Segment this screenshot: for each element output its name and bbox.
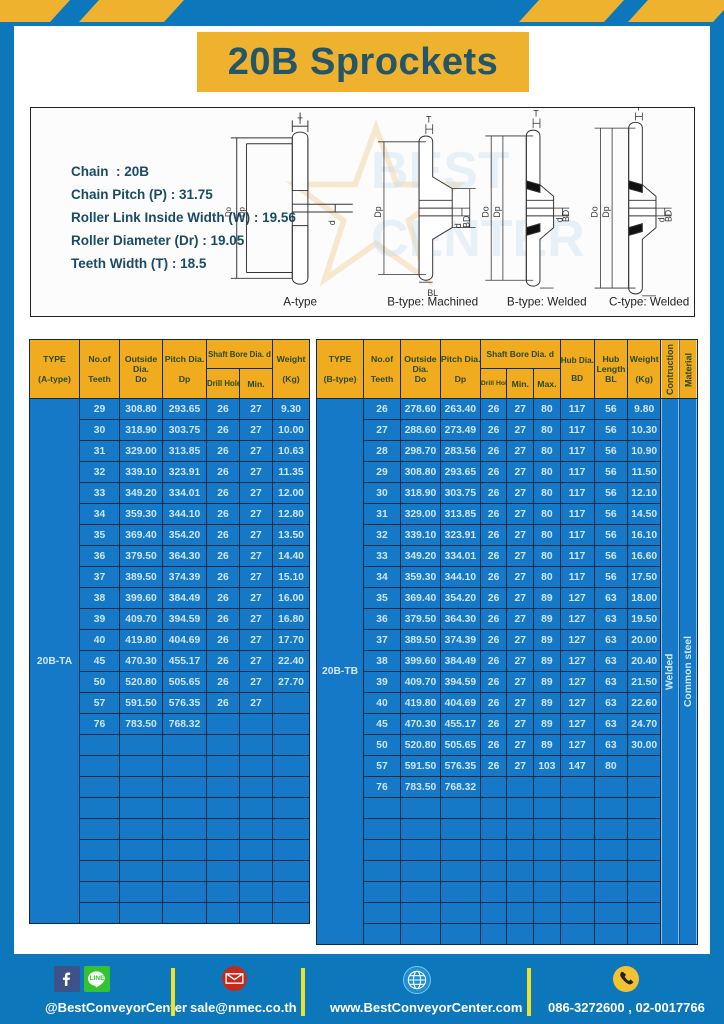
svg-text:Dp: Dp: [492, 206, 502, 217]
svg-text:B-type: Welded: B-type: Welded: [507, 296, 587, 309]
svg-text:BD: BD: [462, 216, 472, 228]
svg-text:T: T: [426, 114, 432, 124]
svg-text:BD: BD: [561, 210, 571, 222]
svg-text:Dp: Dp: [601, 206, 611, 217]
svg-text:T: T: [297, 116, 303, 126]
svg-text:C-type: Welded: C-type: Welded: [609, 296, 689, 309]
svg-text:T: T: [636, 108, 642, 113]
svg-text:Do: Do: [589, 206, 599, 217]
svg-text:T: T: [533, 108, 539, 118]
svg-text:BD: BD: [664, 210, 674, 222]
svg-text:d: d: [327, 220, 337, 225]
svg-text:Do: Do: [224, 206, 233, 217]
svg-text:Dp: Dp: [373, 206, 383, 217]
svg-text:LINE: LINE: [90, 975, 105, 982]
svg-text:B-type: Machined: B-type: Machined: [387, 296, 478, 309]
svg-text:Do: Do: [480, 206, 490, 217]
svg-text:A-type: A-type: [283, 296, 317, 309]
svg-text:Dp: Dp: [238, 206, 247, 217]
